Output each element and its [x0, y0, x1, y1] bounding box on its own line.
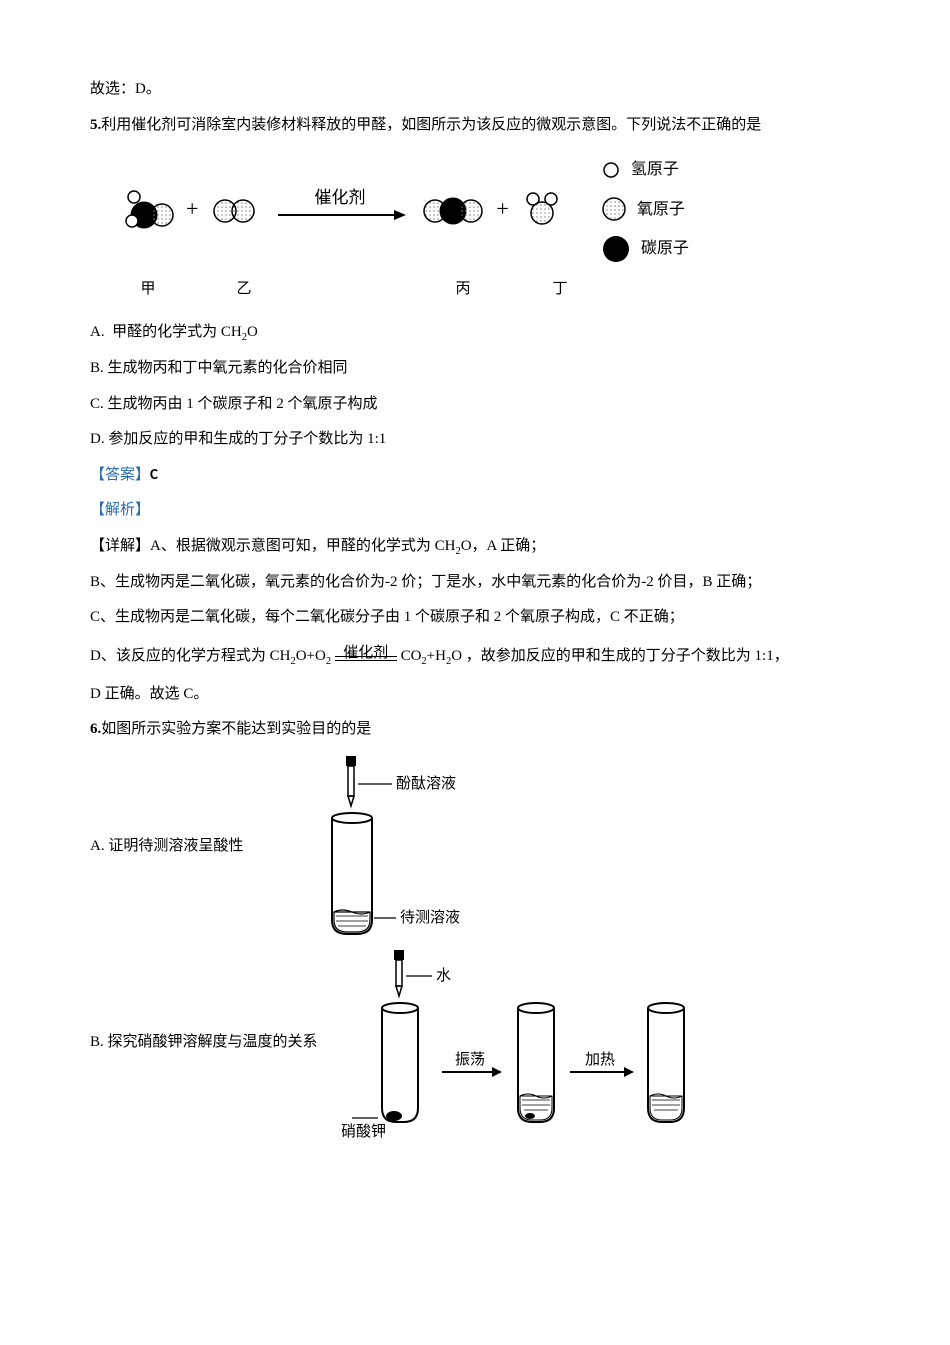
- q6-diagram-b: 水 硝酸钾 振荡 加热: [342, 948, 722, 1138]
- q6-stem: 6.如图所示实验方案不能达到实验目的的是: [90, 714, 870, 746]
- q5-detail-a: 【详解】A、根据微观示意图可知，甲醛的化学式为 CH2O，A 正确；: [90, 531, 870, 563]
- chem-equation: CH2O+O2 催化剂 CO2+H2O: [270, 638, 462, 674]
- detailD-suffix: ，故参加反应的甲和生成的丁分子个数比为 1:1，: [466, 648, 789, 664]
- molecule-yi: [208, 189, 260, 229]
- q5-diagram: + 催化剂 + 氢原子: [90, 153, 870, 305]
- atom-legend: 氢原子 氧原子 碳原子: [601, 153, 689, 266]
- optD-prefix: D.: [90, 431, 105, 447]
- q6-option-a-row: A. 证明待测溶液呈酸性 酚酞溶液 待测溶液: [90, 752, 870, 942]
- legend-o-label: 氧原子: [637, 193, 685, 227]
- label-jia: 甲: [120, 274, 176, 306]
- optC-text: 生成物丙由 1 个碳原子和 2 个氧原子构成: [108, 396, 378, 412]
- label-ding: 丁: [538, 274, 582, 306]
- q6-stem-number: 6.: [90, 721, 101, 737]
- q5-detail-b: B、生成物丙是二氧化碳，氧元素的化合价为-2 价；丁是水，水中氧元素的化合价为-…: [90, 567, 870, 599]
- svg-text:加热: 加热: [585, 1051, 615, 1068]
- label-yi: 乙: [218, 274, 270, 306]
- q6-optB-text: 探究硝酸钾溶解度与温度的关系: [108, 1034, 318, 1050]
- legend-c: 碳原子: [601, 232, 689, 266]
- molecule-ding: [519, 187, 563, 231]
- q6-optB-prefix: B.: [90, 1034, 104, 1050]
- q5-answer: 【答案】C: [90, 460, 870, 492]
- optA-prefix: A.: [90, 324, 105, 340]
- q6-option-b-row: B. 探究硝酸钾溶解度与温度的关系 水 硝酸钾 振荡 加热: [90, 948, 870, 1138]
- molecule-jia: [120, 185, 176, 233]
- detailA-prefix: 【详解】A、根据微观示意图可知，甲醛的化学式为 CH: [90, 538, 455, 554]
- arrow-label: 催化剂: [315, 188, 366, 207]
- q5-option-b: B. 生成物丙和丁中氧元素的化合价相同: [90, 353, 870, 385]
- optB-prefix: B.: [90, 360, 104, 376]
- label-bing: 丙: [430, 274, 496, 306]
- q5-stem-text: 利用催化剂可消除室内装修材料释放的甲醛，如图所示为该反应的微观示意图。下列说法不…: [101, 117, 761, 133]
- optC-prefix: C.: [90, 396, 104, 412]
- plus-sign-1: +: [186, 186, 198, 232]
- q6-optA-text: 证明待测溶液呈酸性: [108, 838, 243, 854]
- q6-diagram-a: 酚酞溶液 待测溶液: [292, 752, 502, 942]
- detailD-prefix: D、该反应的化学方程式为: [90, 648, 266, 664]
- answer-label: 【答案】: [90, 467, 150, 483]
- optA-text: 甲醛的化学式为 CH: [112, 324, 242, 340]
- plus-sign-2: +: [496, 186, 508, 232]
- reaction-arrow: 催化剂: [270, 187, 410, 231]
- molecule-bing: [420, 189, 486, 229]
- svg-text:水: 水: [436, 967, 451, 984]
- svg-text:振荡: 振荡: [455, 1051, 485, 1068]
- q5-detail-d-end: D 正确。故选 C。: [90, 679, 870, 711]
- q5-option-d: D. 参加反应的甲和生成的丁分子个数比为 1:1: [90, 424, 870, 456]
- q5-stem: 5.利用催化剂可消除室内装修材料释放的甲醛，如图所示为该反应的微观示意图。下列说…: [90, 110, 870, 142]
- svg-text:硝酸钾: 硝酸钾: [342, 1123, 386, 1138]
- legend-h-label: 氢原子: [631, 153, 679, 187]
- optD-text: 参加反应的甲和生成的丁分子个数比为 1:1: [108, 431, 386, 447]
- species-labels-row: 甲 乙 丙 丁: [120, 274, 870, 306]
- intro-answer: 故选：D。: [90, 74, 870, 106]
- q5-detail-d: D、该反应的化学方程式为 CH2O+O2 催化剂 CO2+H2O ，故参加反应的…: [90, 638, 870, 675]
- answer-value: C: [150, 466, 158, 484]
- analysis-label: 【解析】: [90, 502, 150, 518]
- legend-c-label: 碳原子: [641, 232, 689, 266]
- q5-stem-number: 5.: [90, 117, 101, 133]
- svg-text:酚酞溶液: 酚酞溶液: [396, 775, 456, 792]
- q5-analysis-label: 【解析】: [90, 495, 870, 527]
- optB-text: 生成物丙和丁中氧元素的化合价相同: [108, 360, 348, 376]
- optA-suffix: O: [247, 324, 258, 340]
- q5-option-c: C. 生成物丙由 1 个碳原子和 2 个氧原子构成: [90, 389, 870, 421]
- q5-option-a: A. 甲醛的化学式为 CH2O: [90, 317, 870, 349]
- legend-o: 氧原子: [601, 193, 689, 227]
- legend-h: 氢原子: [601, 153, 689, 187]
- q6-stem-text: 如图所示实验方案不能达到实验目的的是: [101, 721, 371, 737]
- q5-detail-c: C、生成物丙是二氧化碳，每个二氧化碳分子由 1 个碳原子和 2 个氧原子构成，C…: [90, 602, 870, 634]
- q6-optA-prefix: A.: [90, 838, 105, 854]
- svg-text:待测溶液: 待测溶液: [400, 909, 460, 926]
- detailA-suffix: O，A 正确；: [461, 538, 546, 554]
